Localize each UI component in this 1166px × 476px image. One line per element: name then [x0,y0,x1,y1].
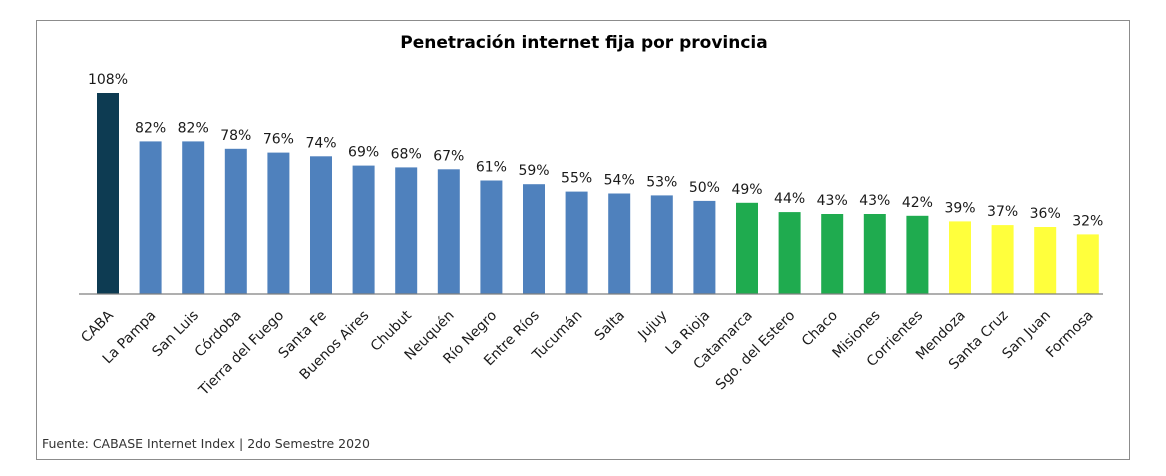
value-label: 67% [433,148,464,164]
category-label: Formosa [1043,308,1097,362]
value-label: 78% [220,128,251,144]
bar [224,148,247,294]
value-label: 39% [944,200,975,216]
bar [139,141,162,294]
category-label: CABA [78,307,117,346]
value-label: 36% [1030,206,1061,222]
bar [949,221,971,294]
value-label: 32% [1072,213,1103,229]
category-label: Salta [592,308,628,344]
bar [523,184,545,294]
chart-frame: Penetración internet fija por provincia … [36,20,1130,460]
bar-chart: 108% 82% 82% 78% 76% 74% 69% 68% 67% 61% 59% 55% 54%… [78,72,1103,399]
bar [650,195,673,294]
bar [991,225,1014,294]
value-label: 54% [604,173,635,189]
chart-title: Penetración internet fija por provincia [400,33,768,53]
bar [778,212,801,294]
bar [1076,234,1099,294]
bar [821,214,844,294]
value-label: 43% [817,193,848,209]
bar [182,141,205,294]
value-label: 76% [263,132,294,148]
source-note: Fuente: CABASE Internet Index | 2do Seme… [42,436,370,451]
value-label: 55% [561,171,592,187]
value-label: 68% [391,146,422,162]
bar [480,180,503,294]
value-label: 50% [689,180,720,196]
value-label: 108% [88,72,128,88]
bar [310,156,332,294]
value-label: 82% [178,120,209,136]
value-label: 61% [476,160,507,176]
bar [608,193,631,294]
value-label: 53% [646,174,677,190]
value-label: 49% [731,182,762,198]
bar [906,215,929,294]
value-labels-group: 108% 82% 82% 78% 76% 74% 69% 68% 67% 61% 59% 55% 54%… [88,72,1103,229]
value-label: 82% [135,120,166,136]
bar [736,202,758,294]
bar [352,165,375,294]
value-label: 43% [859,193,890,209]
category-label: Chaco [799,308,841,350]
bar [863,214,886,294]
value-label: 44% [774,191,805,207]
bar [437,169,460,294]
bar [267,152,290,294]
bars-group [97,93,1099,294]
value-label: 37% [987,204,1018,220]
value-label: 59% [518,163,549,179]
value-label: 42% [902,195,933,211]
category-label: Jujuy [635,308,671,344]
bar [693,200,716,294]
bar [565,191,588,294]
bar [1034,227,1057,294]
category-label: Sgo. del Estero [713,308,799,394]
value-label: 74% [305,135,336,151]
bar [97,93,119,294]
bar [395,167,418,294]
value-label: 69% [348,145,379,161]
